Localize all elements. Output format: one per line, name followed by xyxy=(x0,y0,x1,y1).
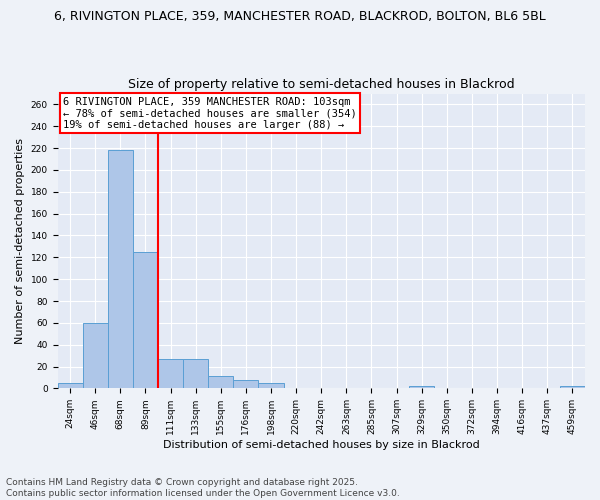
Bar xyxy=(108,150,133,388)
Text: 6 RIVINGTON PLACE, 359 MANCHESTER ROAD: 103sqm
← 78% of semi-detached houses are: 6 RIVINGTON PLACE, 359 MANCHESTER ROAD: … xyxy=(63,96,356,130)
Bar xyxy=(208,376,233,388)
Bar xyxy=(259,383,284,388)
Bar xyxy=(158,359,183,388)
Bar xyxy=(58,383,83,388)
Bar xyxy=(409,386,434,388)
Title: Size of property relative to semi-detached houses in Blackrod: Size of property relative to semi-detach… xyxy=(128,78,515,91)
Bar xyxy=(133,252,158,388)
Text: 6, RIVINGTON PLACE, 359, MANCHESTER ROAD, BLACKROD, BOLTON, BL6 5BL: 6, RIVINGTON PLACE, 359, MANCHESTER ROAD… xyxy=(54,10,546,23)
X-axis label: Distribution of semi-detached houses by size in Blackrod: Distribution of semi-detached houses by … xyxy=(163,440,479,450)
Y-axis label: Number of semi-detached properties: Number of semi-detached properties xyxy=(15,138,25,344)
Bar xyxy=(560,386,585,388)
Bar xyxy=(83,323,108,388)
Bar xyxy=(233,380,259,388)
Text: Contains HM Land Registry data © Crown copyright and database right 2025.
Contai: Contains HM Land Registry data © Crown c… xyxy=(6,478,400,498)
Bar xyxy=(183,359,208,388)
